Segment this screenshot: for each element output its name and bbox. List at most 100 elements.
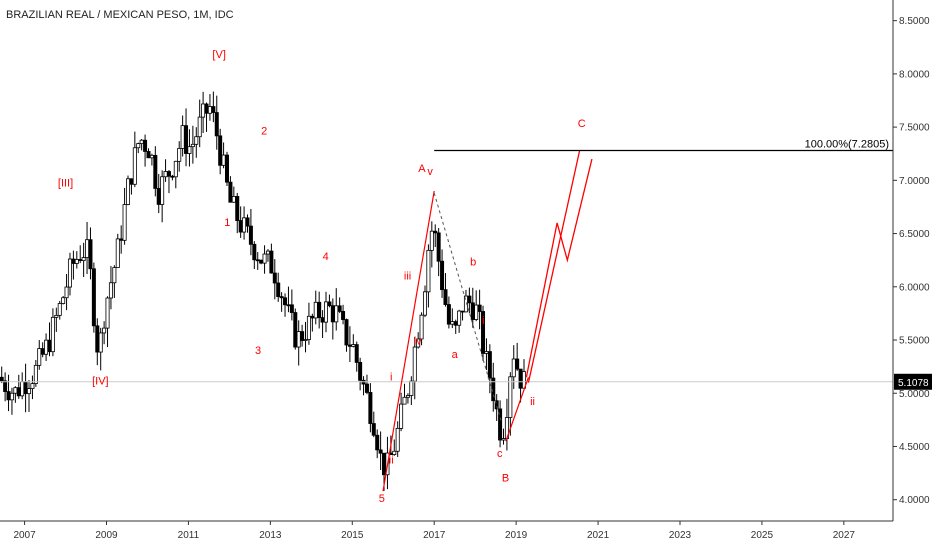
candle-body [102, 327, 107, 334]
candle-body [248, 225, 253, 245]
wave-label: 3 [255, 345, 261, 357]
candle-body [262, 253, 267, 264]
x-tick-label: 2011 [178, 530, 200, 541]
candle-body [426, 249, 431, 293]
wave-label: [V] [212, 49, 225, 61]
candle-body [364, 383, 369, 393]
candle-body [334, 305, 339, 323]
x-tick-label: 2013 [259, 530, 282, 541]
candle-body [201, 103, 206, 118]
candle-body [252, 243, 257, 261]
candle-body [153, 154, 158, 189]
candle-body [33, 364, 38, 384]
y-tick-label: 4.5000 [899, 442, 930, 453]
candle-body [23, 381, 28, 395]
candle-body [313, 301, 318, 319]
candle-body [160, 176, 165, 205]
candle-body [347, 344, 352, 347]
y-tick-label: 7.5000 [899, 123, 930, 134]
x-tick-label: 2015 [341, 530, 364, 541]
candle-body [306, 315, 311, 340]
candle-body [177, 148, 182, 162]
wave-label: ii [389, 455, 394, 467]
candle-body [481, 311, 486, 354]
projection-alt-path [525, 158, 593, 378]
candle-body [518, 368, 523, 389]
candle-body [204, 103, 209, 114]
wave-label: ii [530, 396, 535, 408]
candle-body [515, 358, 520, 370]
candle-body [255, 259, 260, 262]
wave-label: 4 [323, 251, 329, 263]
candle-body [310, 315, 315, 319]
candle-body [3, 380, 8, 392]
candle-body [98, 332, 103, 353]
y-tick-label: 4.0000 [899, 495, 930, 506]
candle-body [378, 449, 383, 454]
candle-body [344, 319, 349, 346]
candle-body [279, 296, 284, 299]
candle-body [269, 250, 274, 274]
wave-label: 1 [224, 217, 230, 229]
candle-body [146, 151, 151, 159]
candle-body [477, 304, 482, 312]
candle-body [440, 260, 445, 291]
candle-body [95, 325, 100, 353]
candle-body [296, 331, 301, 348]
wave-label: i [482, 315, 484, 327]
wave-label: iv [414, 335, 422, 347]
candle-body [317, 301, 322, 318]
candle-body [276, 282, 281, 297]
current-price-badge [894, 373, 932, 390]
candle-body [457, 310, 462, 326]
candle-body [54, 314, 59, 318]
candle-body [293, 312, 298, 348]
candle-body [16, 387, 21, 397]
correction-dashed-line [433, 192, 503, 424]
y-axis[interactable]: 8.5000 8.0000 7.5000 7.0000 6.5000 6.0000 5.50… [892, 0, 932, 521]
projection-path [527, 150, 581, 383]
y-tick-label: 8.0000 [899, 69, 930, 80]
candle-body [211, 106, 216, 113]
impulse-trendline [382, 190, 435, 492]
candle-body [242, 217, 247, 233]
candle-body [221, 154, 226, 166]
candle-body [6, 391, 11, 401]
y-tick-label: 7.0000 [899, 176, 930, 187]
wave-label: C [578, 118, 586, 130]
x-axis[interactable]: 2007 2009 2011 2013 2015 2017 2019 2021 2023 2025… [0, 520, 893, 541]
candle-body [194, 136, 199, 145]
candle-body [122, 204, 127, 241]
candle-body [337, 305, 342, 312]
candle-body [508, 376, 513, 418]
current-price-label: 5.1078 [898, 378, 929, 389]
candle-body [173, 160, 178, 178]
candle-body [382, 452, 387, 476]
candle-body [371, 423, 376, 436]
y-tick-label: 8.5000 [899, 16, 930, 27]
candle-body [231, 196, 236, 203]
candle-body [484, 351, 489, 354]
candle-body [78, 259, 83, 261]
x-tick-label: 2021 [587, 530, 610, 541]
candle-body [320, 317, 325, 323]
candle-body [402, 396, 407, 405]
candle-body [265, 250, 270, 255]
candle-body [470, 302, 475, 320]
candle-body [37, 348, 42, 366]
candle-body [474, 304, 479, 320]
wave-label: b [470, 257, 476, 269]
y-tick-label: 5.0000 [899, 389, 930, 400]
wave-label: A [418, 163, 426, 175]
x-tick-label: 2017 [423, 530, 446, 541]
wave-label: [III] [58, 178, 73, 190]
candle-body [358, 362, 363, 381]
candle-body [129, 178, 134, 185]
candle-body [108, 282, 113, 299]
candle-body [184, 125, 189, 154]
y-tick-label: 5.5000 [899, 336, 930, 347]
candle-body [190, 143, 195, 148]
candle-body [392, 450, 397, 455]
